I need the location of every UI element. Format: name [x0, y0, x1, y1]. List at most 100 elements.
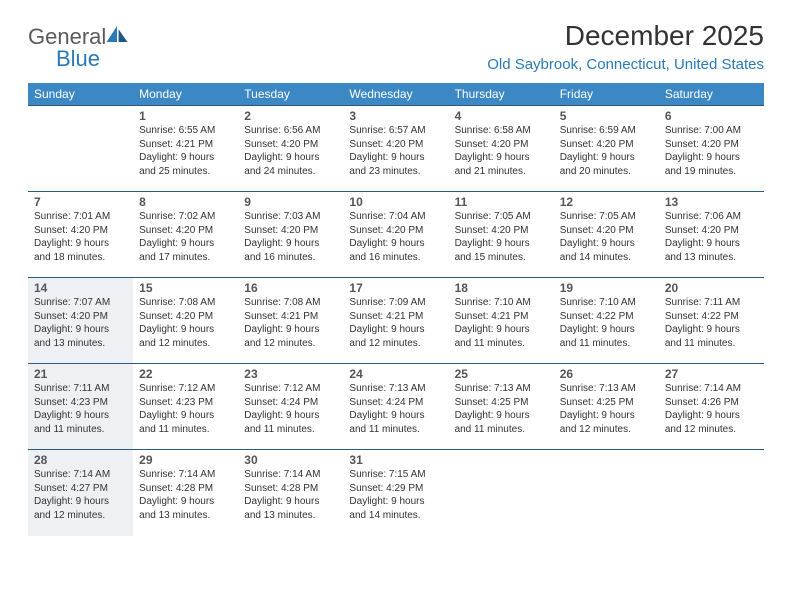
calendar-day-cell: 11Sunrise: 7:05 AMSunset: 4:20 PMDayligh…: [449, 192, 554, 278]
weekday-header: Tuesday: [238, 83, 343, 106]
page-title: December 2025: [487, 20, 764, 52]
weekday-header: Wednesday: [343, 83, 448, 106]
calendar-day-cell: 27Sunrise: 7:14 AMSunset: 4:26 PMDayligh…: [659, 364, 764, 450]
calendar-day-cell: 29Sunrise: 7:14 AMSunset: 4:28 PMDayligh…: [133, 450, 238, 536]
calendar-day-cell: 12Sunrise: 7:05 AMSunset: 4:20 PMDayligh…: [554, 192, 659, 278]
calendar-day-cell: ..: [449, 450, 554, 536]
calendar-day-cell: 6Sunrise: 7:00 AMSunset: 4:20 PMDaylight…: [659, 106, 764, 192]
calendar-day-cell: 20Sunrise: 7:11 AMSunset: 4:22 PMDayligh…: [659, 278, 764, 364]
calendar-week-row: 28Sunrise: 7:14 AMSunset: 4:27 PMDayligh…: [28, 450, 764, 536]
calendar-day-cell: 2Sunrise: 6:56 AMSunset: 4:20 PMDaylight…: [238, 106, 343, 192]
day-number: 14: [34, 281, 127, 295]
calendar-day-cell: 22Sunrise: 7:12 AMSunset: 4:23 PMDayligh…: [133, 364, 238, 450]
day-number: 9: [244, 195, 337, 209]
day-number: 2: [244, 109, 337, 123]
calendar-day-cell: 24Sunrise: 7:13 AMSunset: 4:24 PMDayligh…: [343, 364, 448, 450]
day-details: Sunrise: 7:01 AMSunset: 4:20 PMDaylight:…: [34, 210, 127, 264]
day-details: Sunrise: 7:12 AMSunset: 4:23 PMDaylight:…: [139, 382, 232, 436]
calendar-day-cell: 4Sunrise: 6:58 AMSunset: 4:20 PMDaylight…: [449, 106, 554, 192]
day-number: 4: [455, 109, 548, 123]
day-number: 11: [455, 195, 548, 209]
day-details: Sunrise: 7:00 AMSunset: 4:20 PMDaylight:…: [665, 124, 758, 178]
calendar-day-cell: 1Sunrise: 6:55 AMSunset: 4:21 PMDaylight…: [133, 106, 238, 192]
day-number: 6: [665, 109, 758, 123]
weekday-header: Monday: [133, 83, 238, 106]
calendar-day-cell: ..: [28, 106, 133, 192]
calendar-day-cell: 25Sunrise: 7:13 AMSunset: 4:25 PMDayligh…: [449, 364, 554, 450]
calendar-day-cell: 13Sunrise: 7:06 AMSunset: 4:20 PMDayligh…: [659, 192, 764, 278]
calendar-day-cell: 26Sunrise: 7:13 AMSunset: 4:25 PMDayligh…: [554, 364, 659, 450]
day-details: Sunrise: 7:14 AMSunset: 4:26 PMDaylight:…: [665, 382, 758, 436]
day-details: Sunrise: 7:10 AMSunset: 4:21 PMDaylight:…: [455, 296, 548, 350]
day-details: Sunrise: 7:10 AMSunset: 4:22 PMDaylight:…: [560, 296, 653, 350]
calendar-week-row: ..1Sunrise: 6:55 AMSunset: 4:21 PMDaylig…: [28, 106, 764, 192]
header: GeneralBlue December 2025 Old Saybrook, …: [28, 20, 764, 73]
weekday-header: Saturday: [659, 83, 764, 106]
day-number: 12: [560, 195, 653, 209]
weekday-header: Thursday: [449, 83, 554, 106]
day-number: 24: [349, 367, 442, 381]
calendar-day-cell: 10Sunrise: 7:04 AMSunset: 4:20 PMDayligh…: [343, 192, 448, 278]
day-number: 20: [665, 281, 758, 295]
location-text: Old Saybrook, Connecticut, United States: [487, 56, 764, 73]
day-details: Sunrise: 7:02 AMSunset: 4:20 PMDaylight:…: [139, 210, 232, 264]
weekday-header: Sunday: [28, 83, 133, 106]
day-details: Sunrise: 7:05 AMSunset: 4:20 PMDaylight:…: [455, 210, 548, 264]
day-number: 30: [244, 453, 337, 467]
day-details: Sunrise: 7:06 AMSunset: 4:20 PMDaylight:…: [665, 210, 758, 264]
day-number: 25: [455, 367, 548, 381]
day-number: 13: [665, 195, 758, 209]
calendar-day-cell: 28Sunrise: 7:14 AMSunset: 4:27 PMDayligh…: [28, 450, 133, 536]
day-number: 22: [139, 367, 232, 381]
day-details: Sunrise: 6:55 AMSunset: 4:21 PMDaylight:…: [139, 124, 232, 178]
calendar-table: SundayMondayTuesdayWednesdayThursdayFrid…: [28, 83, 764, 536]
day-details: Sunrise: 6:59 AMSunset: 4:20 PMDaylight:…: [560, 124, 653, 178]
calendar-day-cell: ..: [554, 450, 659, 536]
day-number: 23: [244, 367, 337, 381]
day-details: Sunrise: 6:58 AMSunset: 4:20 PMDaylight:…: [455, 124, 548, 178]
day-number: 15: [139, 281, 232, 295]
day-details: Sunrise: 7:09 AMSunset: 4:21 PMDaylight:…: [349, 296, 442, 350]
day-details: Sunrise: 7:13 AMSunset: 4:25 PMDaylight:…: [455, 382, 548, 436]
day-number: 5: [560, 109, 653, 123]
logo: GeneralBlue: [28, 20, 128, 70]
calendar-day-cell: 17Sunrise: 7:09 AMSunset: 4:21 PMDayligh…: [343, 278, 448, 364]
day-number: 21: [34, 367, 127, 381]
calendar-day-cell: ..: [659, 450, 764, 536]
day-number: 3: [349, 109, 442, 123]
calendar-week-row: 14Sunrise: 7:07 AMSunset: 4:20 PMDayligh…: [28, 278, 764, 364]
day-details: Sunrise: 7:04 AMSunset: 4:20 PMDaylight:…: [349, 210, 442, 264]
calendar-day-cell: 21Sunrise: 7:11 AMSunset: 4:23 PMDayligh…: [28, 364, 133, 450]
weekday-header-row: SundayMondayTuesdayWednesdayThursdayFrid…: [28, 83, 764, 106]
day-number: 29: [139, 453, 232, 467]
day-details: Sunrise: 6:57 AMSunset: 4:20 PMDaylight:…: [349, 124, 442, 178]
weekday-header: Friday: [554, 83, 659, 106]
day-details: Sunrise: 7:13 AMSunset: 4:24 PMDaylight:…: [349, 382, 442, 436]
calendar-day-cell: 7Sunrise: 7:01 AMSunset: 4:20 PMDaylight…: [28, 192, 133, 278]
calendar-day-cell: 30Sunrise: 7:14 AMSunset: 4:28 PMDayligh…: [238, 450, 343, 536]
calendar-day-cell: 18Sunrise: 7:10 AMSunset: 4:21 PMDayligh…: [449, 278, 554, 364]
day-number: 8: [139, 195, 232, 209]
day-details: Sunrise: 6:56 AMSunset: 4:20 PMDaylight:…: [244, 124, 337, 178]
calendar-week-row: 7Sunrise: 7:01 AMSunset: 4:20 PMDaylight…: [28, 192, 764, 278]
day-number: 7: [34, 195, 127, 209]
day-details: Sunrise: 7:07 AMSunset: 4:20 PMDaylight:…: [34, 296, 127, 350]
calendar-day-cell: 23Sunrise: 7:12 AMSunset: 4:24 PMDayligh…: [238, 364, 343, 450]
day-number: 17: [349, 281, 442, 295]
day-number: 16: [244, 281, 337, 295]
day-number: 18: [455, 281, 548, 295]
day-number: 19: [560, 281, 653, 295]
day-number: 27: [665, 367, 758, 381]
day-details: Sunrise: 7:05 AMSunset: 4:20 PMDaylight:…: [560, 210, 653, 264]
logo-sail-icon: [106, 26, 128, 42]
calendar-day-cell: 31Sunrise: 7:15 AMSunset: 4:29 PMDayligh…: [343, 450, 448, 536]
logo-text-blue: Blue: [56, 46, 100, 71]
day-details: Sunrise: 7:12 AMSunset: 4:24 PMDaylight:…: [244, 382, 337, 436]
day-details: Sunrise: 7:08 AMSunset: 4:21 PMDaylight:…: [244, 296, 337, 350]
day-number: 26: [560, 367, 653, 381]
calendar-day-cell: 19Sunrise: 7:10 AMSunset: 4:22 PMDayligh…: [554, 278, 659, 364]
day-details: Sunrise: 7:13 AMSunset: 4:25 PMDaylight:…: [560, 382, 653, 436]
calendar-day-cell: 3Sunrise: 6:57 AMSunset: 4:20 PMDaylight…: [343, 106, 448, 192]
calendar-day-cell: 14Sunrise: 7:07 AMSunset: 4:20 PMDayligh…: [28, 278, 133, 364]
day-details: Sunrise: 7:14 AMSunset: 4:28 PMDaylight:…: [244, 468, 337, 522]
